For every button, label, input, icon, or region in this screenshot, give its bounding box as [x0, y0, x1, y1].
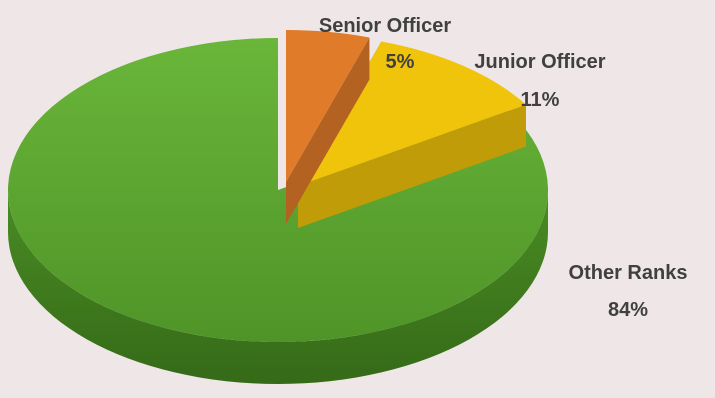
slice-senior-officer: [286, 30, 370, 225]
slice-label-junior-officer-value: 11%: [521, 89, 560, 111]
slice-senior-officer-top: [286, 30, 370, 182]
slice-label-other-ranks-name: Other Ranks: [569, 262, 688, 284]
slice-other-ranks-top: [7, 38, 548, 342]
slice-label-senior-officer-name: Senior Officer: [319, 15, 451, 37]
slice-junior-officer-top: [298, 41, 526, 187]
slice-label-senior-officer-value: 5%: [386, 51, 415, 73]
slice-junior-officer-cut: [298, 104, 526, 228]
slice-senior-officer-cut: [286, 37, 370, 225]
slice-label-other-ranks-value: 84%: [608, 299, 648, 321]
slice-label-senior-officer: Senior Officer 5%: [319, 15, 451, 73]
slice-label-junior-officer-name: Junior Officer: [474, 51, 605, 73]
slice-label-other-ranks: Other Ranks 84%: [569, 262, 688, 321]
slice-other-ranks: [7, 38, 548, 384]
slice-other-ranks-side: [8, 190, 548, 384]
slices-layer: [7, 30, 548, 384]
slice-label-junior-officer: Junior Officer 11%: [474, 51, 605, 111]
